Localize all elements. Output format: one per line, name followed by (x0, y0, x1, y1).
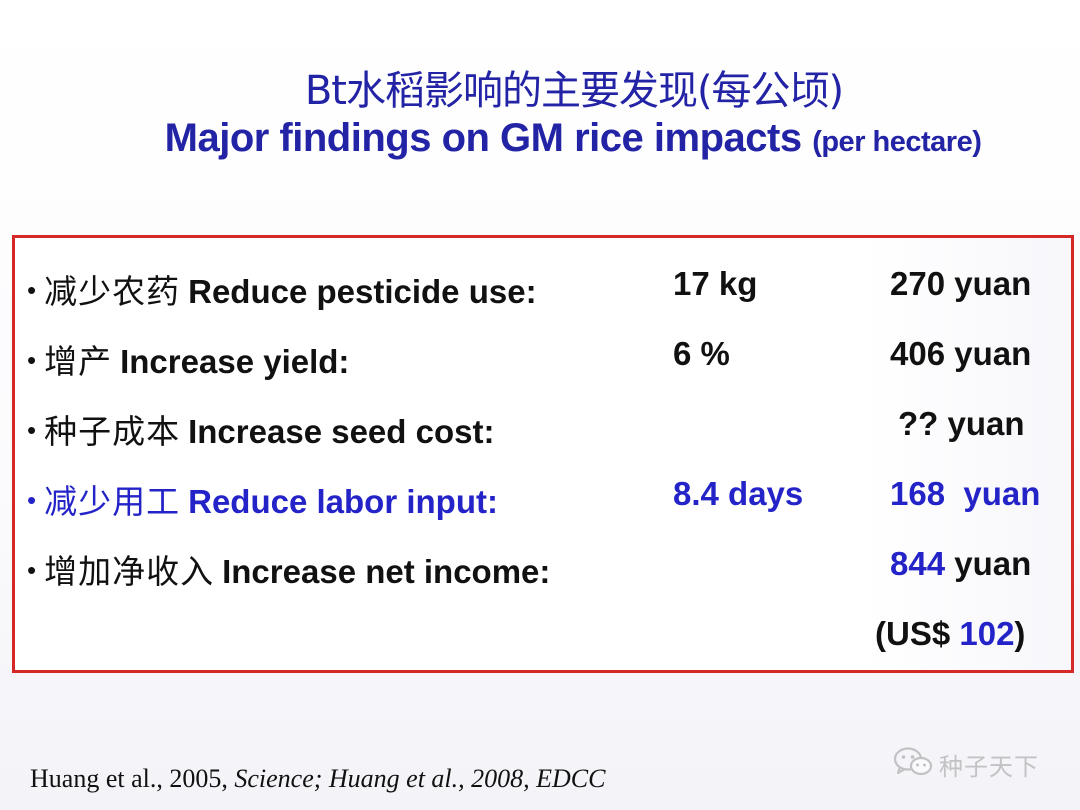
citation-part1: Huang et al., 2005, (30, 764, 235, 793)
title-chinese: Bt水稻影响的主要发现(每公顷) (304, 68, 844, 114)
usd-number: 102 (959, 615, 1015, 652)
finding-value: ?? yuan (898, 405, 1025, 442)
bullet: • (27, 555, 37, 585)
usd-value: (US$ 102) (875, 615, 1025, 653)
wechat-icon (893, 746, 933, 783)
bullet: • (27, 415, 37, 445)
title-english: Major findings on GM rice impacts (per h… (0, 116, 1080, 161)
finding-label: • 种子成本 Increase seed cost: (27, 405, 494, 453)
finding-amount: 8.4 days (673, 475, 804, 512)
finding-label-cn: 种子成本 (44, 412, 181, 451)
finding-label-en: Increase seed cost: (188, 413, 495, 450)
net-income-number: 844 (890, 545, 946, 582)
citation: Huang et al., 2005, Science; Huang et al… (30, 764, 606, 794)
finding-label: • 减少用工 Reduce labor input: (27, 475, 498, 523)
bullet: • (27, 275, 37, 305)
bullet: • (27, 345, 37, 375)
usd-open: (US$ (875, 615, 960, 652)
finding-label-en: Reduce pesticide use: (188, 273, 537, 310)
finding-label: • 减少农药 Reduce pesticide use: (27, 265, 537, 313)
finding-label-cn: 减少农药 (44, 272, 181, 311)
finding-row-labor: • 减少用工 Reduce labor input: 8.4 days 168 yu… (15, 475, 1071, 525)
finding-value: 168 yuan (890, 475, 1041, 512)
finding-label-en: Increase yield: (120, 343, 350, 380)
finding-amount: 6 % (673, 335, 730, 372)
finding-row-seed-cost: • 种子成本 Increase seed cost: ?? yuan (15, 405, 1071, 455)
finding-label-cn: 增产 (44, 342, 113, 381)
citation-part2: Science; Huang et al., 2008, EDCC (234, 764, 606, 793)
watermark-text: 种子天下 (939, 752, 1039, 781)
finding-label: • 增加净收入 Increase net income: (27, 545, 550, 593)
findings-box: • 减少农药 Reduce pesticide use: 17 kg 270 yua… (12, 235, 1074, 673)
bullet: • (27, 485, 37, 515)
finding-label-en: Reduce labor input: (188, 483, 498, 520)
title-english-main: Major findings on GM rice impacts (164, 116, 802, 160)
finding-label-en: Increase net income: (222, 553, 551, 590)
title-english-unit: (per hectare) (812, 126, 982, 158)
net-income-unit: yuan (954, 545, 1032, 582)
finding-value: 270 yuan (890, 265, 1032, 302)
finding-value: 406 yuan (890, 335, 1032, 372)
finding-label-cn: 增加净收入 (44, 552, 215, 591)
finding-row-net-income: • 增加净收入 Increase net income: 844 yuan (15, 545, 1071, 595)
watermark: 种子天下 (893, 745, 1039, 783)
finding-row-pesticide: • 减少农药 Reduce pesticide use: 17 kg 270 yua… (15, 265, 1071, 315)
finding-row-yield: • 增产 Increase yield: 6 % 406 yuan (15, 335, 1071, 385)
finding-amount: 17 kg (673, 265, 758, 302)
finding-value: 844 yuan (890, 545, 1031, 583)
usd-close: ) (1014, 615, 1026, 652)
finding-label-cn: 减少用工 (44, 482, 181, 521)
finding-label: • 增产 Increase yield: (27, 335, 349, 383)
usd-row: (US$ 102) (15, 615, 1071, 665)
